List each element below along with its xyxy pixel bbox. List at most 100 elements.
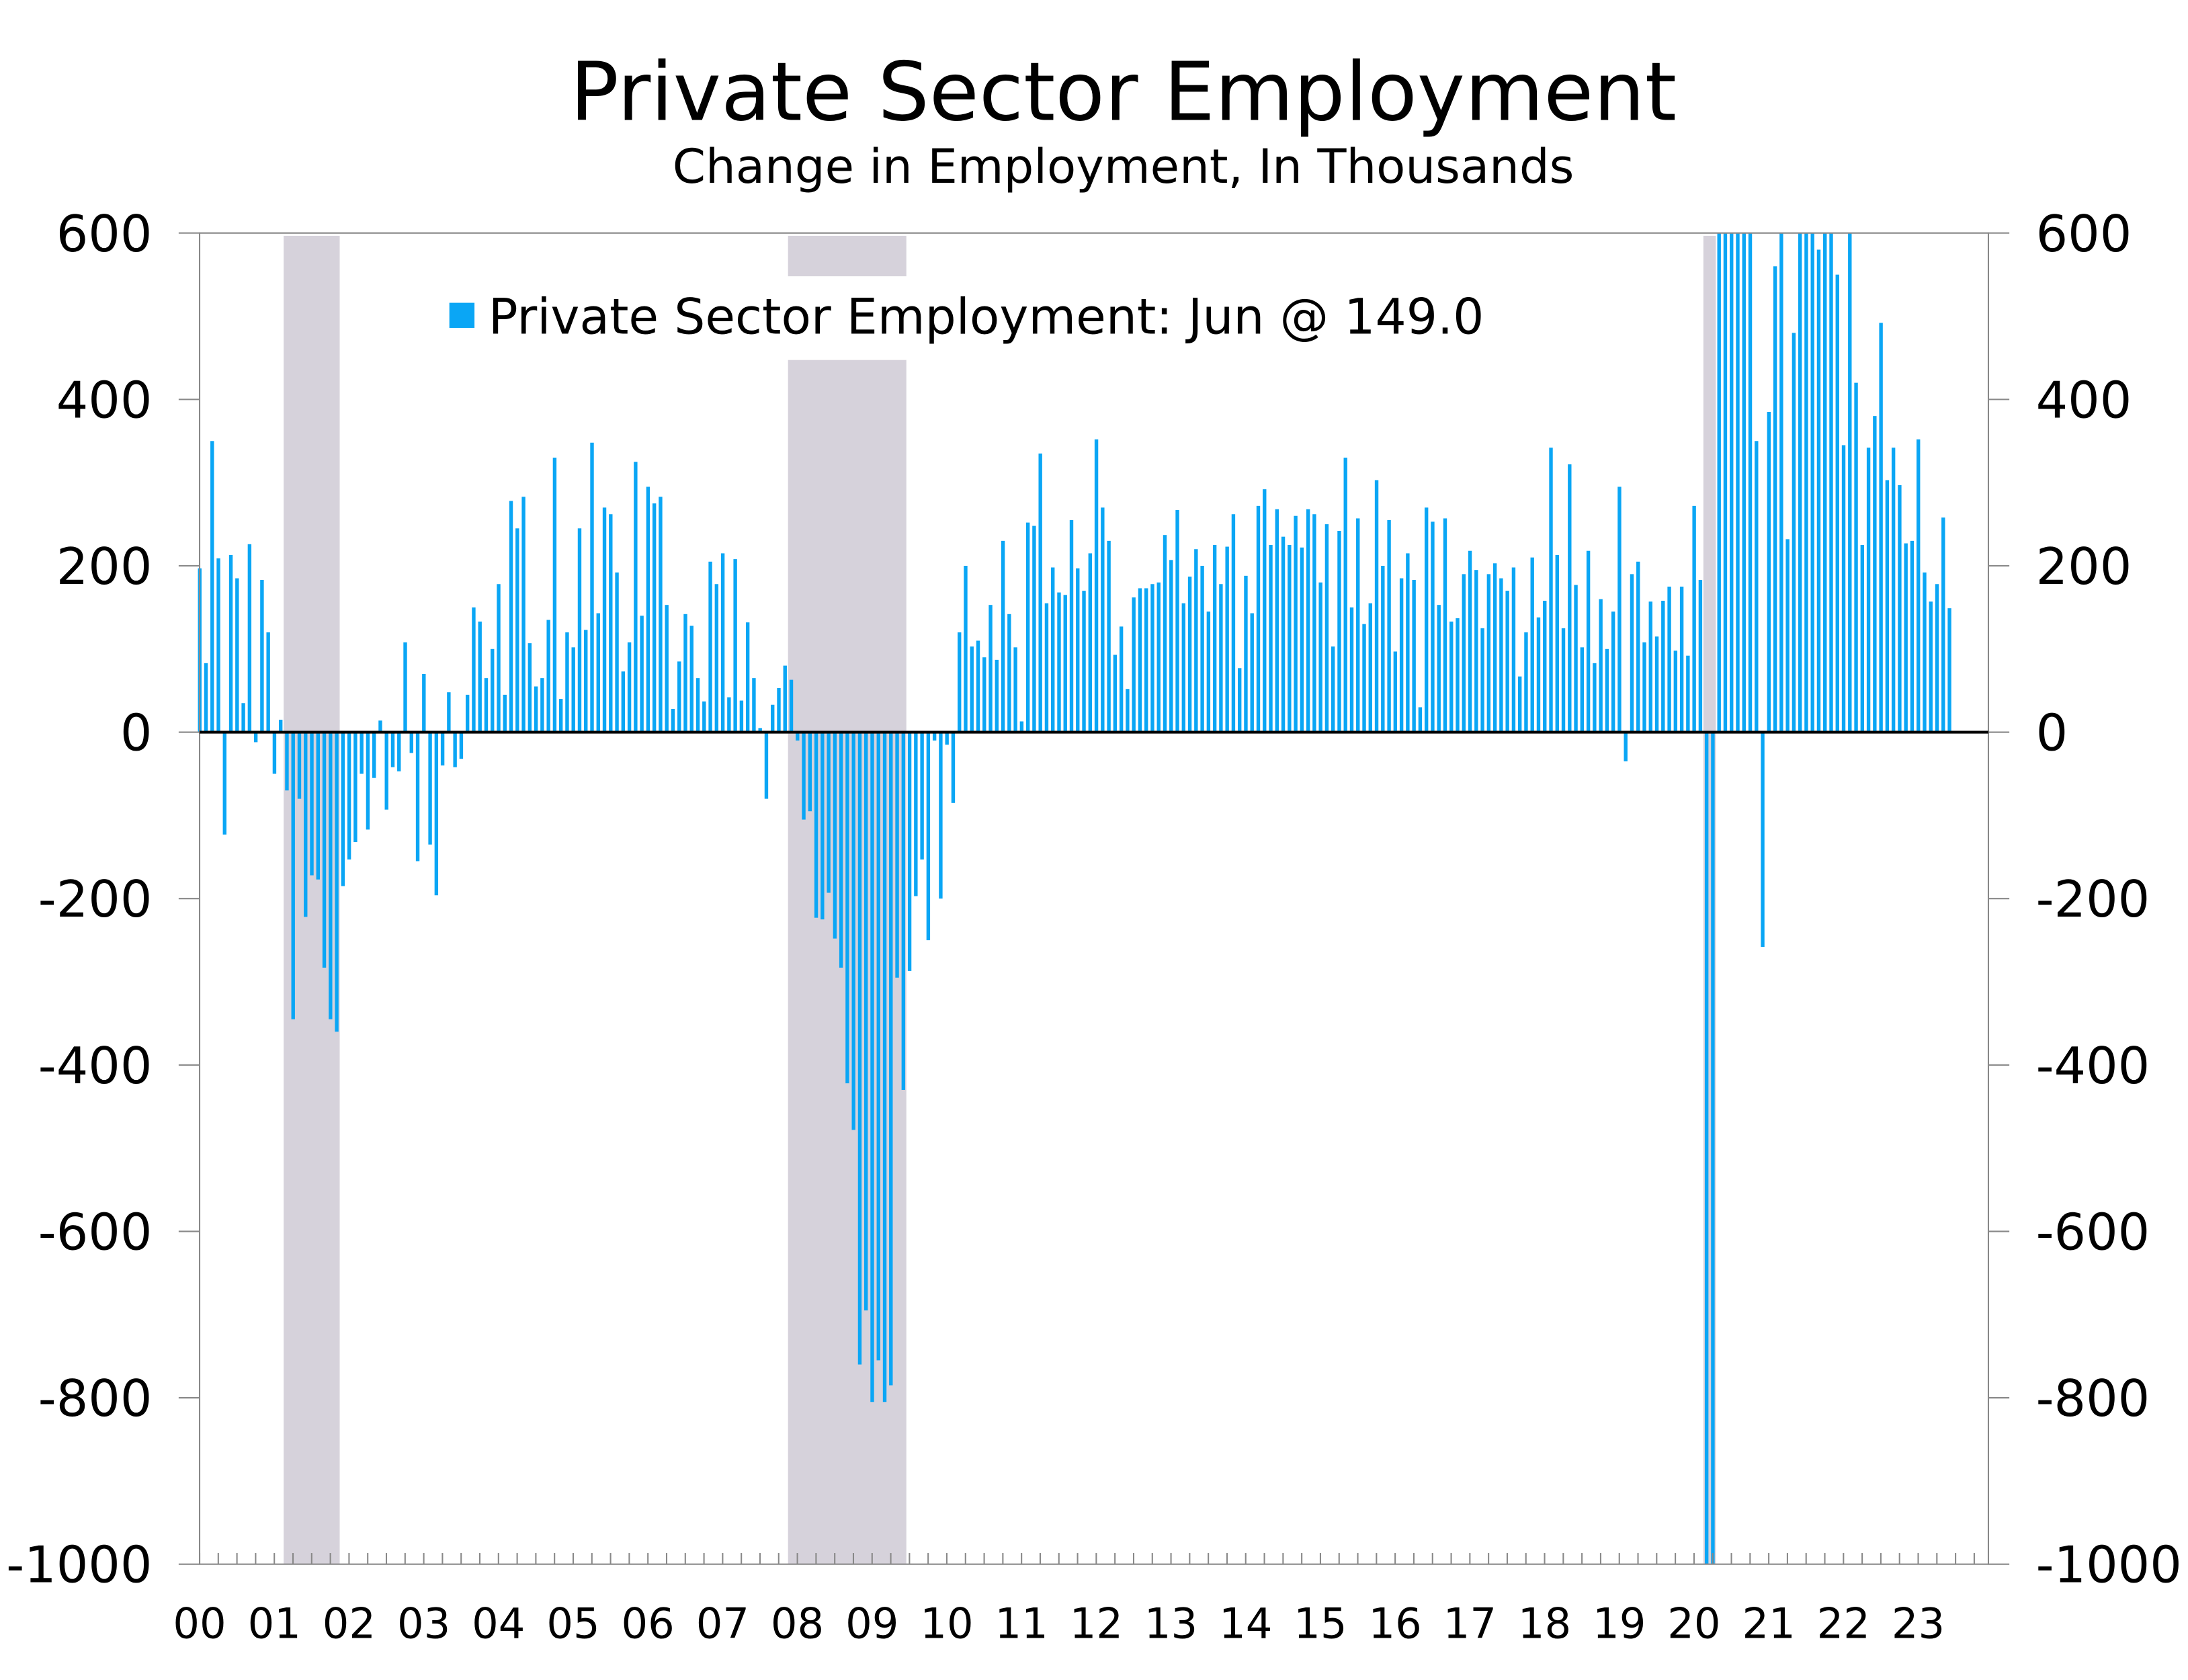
bar (1823, 233, 1827, 732)
bar (745, 622, 750, 732)
bar (1200, 565, 1204, 732)
bar (1256, 505, 1261, 732)
bar (857, 732, 862, 1365)
bar (291, 732, 295, 1019)
bar (278, 720, 283, 732)
bar (870, 732, 874, 1402)
bar (1343, 458, 1347, 732)
bar (210, 441, 214, 732)
bar (1163, 535, 1167, 732)
bar (322, 732, 327, 968)
bar (372, 732, 376, 778)
bar (509, 501, 513, 732)
bar (1636, 561, 1640, 732)
bar (627, 642, 632, 732)
legend-background (419, 276, 1535, 360)
bar (889, 732, 893, 1386)
bar (1194, 549, 1198, 732)
y-tick-label-left: -600 (38, 1203, 153, 1261)
bar (584, 630, 588, 732)
bar (970, 646, 974, 732)
x-tick-label: 07 (696, 1599, 749, 1648)
bar (353, 732, 357, 843)
bar (895, 732, 899, 978)
bar (247, 544, 252, 732)
bar (1499, 578, 1503, 732)
bar (1212, 545, 1217, 732)
bar (204, 663, 208, 732)
bar (1063, 595, 1067, 732)
bar (1885, 480, 1890, 732)
bar (796, 732, 800, 741)
bar (1692, 505, 1696, 732)
bar (216, 558, 220, 732)
bar (1269, 545, 1273, 732)
bar (434, 732, 439, 896)
bar (1456, 618, 1460, 732)
bar (640, 616, 644, 732)
bar (839, 732, 843, 968)
bar (982, 657, 986, 732)
bar (403, 642, 407, 732)
bar (1730, 233, 1734, 732)
y-tick-label-left: 400 (56, 371, 153, 429)
bar (1848, 233, 1852, 732)
bar (777, 687, 781, 732)
bar (1275, 509, 1279, 732)
bar (266, 632, 270, 732)
bar (964, 565, 968, 732)
bar (1007, 614, 1011, 732)
bar (646, 487, 650, 732)
bar (1019, 721, 1024, 732)
x-tick-label: 01 (248, 1599, 301, 1648)
bar (1206, 612, 1211, 732)
bar (1866, 448, 1871, 732)
bar (1593, 663, 1597, 732)
bar (1318, 582, 1322, 732)
bar (1648, 601, 1652, 732)
bar (590, 442, 594, 732)
bar (1804, 233, 1808, 732)
bar (1331, 646, 1335, 732)
bar (1387, 519, 1391, 732)
bar (534, 686, 538, 732)
bar (1711, 732, 1715, 1564)
bar (1829, 233, 1833, 732)
bar (1225, 546, 1229, 732)
bar (1929, 601, 1933, 732)
bar (1107, 540, 1111, 732)
bar (602, 507, 607, 732)
bar (696, 678, 700, 732)
bar (1294, 515, 1298, 732)
y-tick-label-right: 400 (2036, 371, 2132, 429)
bar (1935, 584, 1939, 732)
bar (571, 647, 575, 732)
bar (1698, 580, 1703, 732)
bar (1076, 568, 1080, 732)
x-tick-label: 05 (546, 1599, 599, 1648)
bar (1761, 732, 1765, 948)
y-tick-label-right: 200 (2036, 538, 2132, 596)
bar (1486, 574, 1491, 732)
bar (1406, 553, 1410, 732)
bar (702, 701, 706, 732)
legend-label: Private Sector Employment: Jun @ 149.0 (489, 289, 1484, 345)
bar (1717, 233, 1721, 732)
bar (659, 497, 663, 732)
bar (515, 528, 519, 732)
bar (914, 732, 918, 896)
bar (1119, 626, 1124, 732)
bar (671, 708, 675, 732)
bar (1013, 647, 1017, 732)
bar (1025, 522, 1030, 732)
x-tick-label: 20 (1667, 1599, 1720, 1648)
bar (814, 732, 818, 918)
bar (558, 699, 563, 732)
bar (360, 732, 364, 774)
bar (1424, 507, 1429, 732)
bar (901, 732, 906, 1090)
x-tick-label: 10 (920, 1599, 973, 1648)
bar (1144, 588, 1148, 732)
x-tick-label: 21 (1742, 1599, 1795, 1648)
